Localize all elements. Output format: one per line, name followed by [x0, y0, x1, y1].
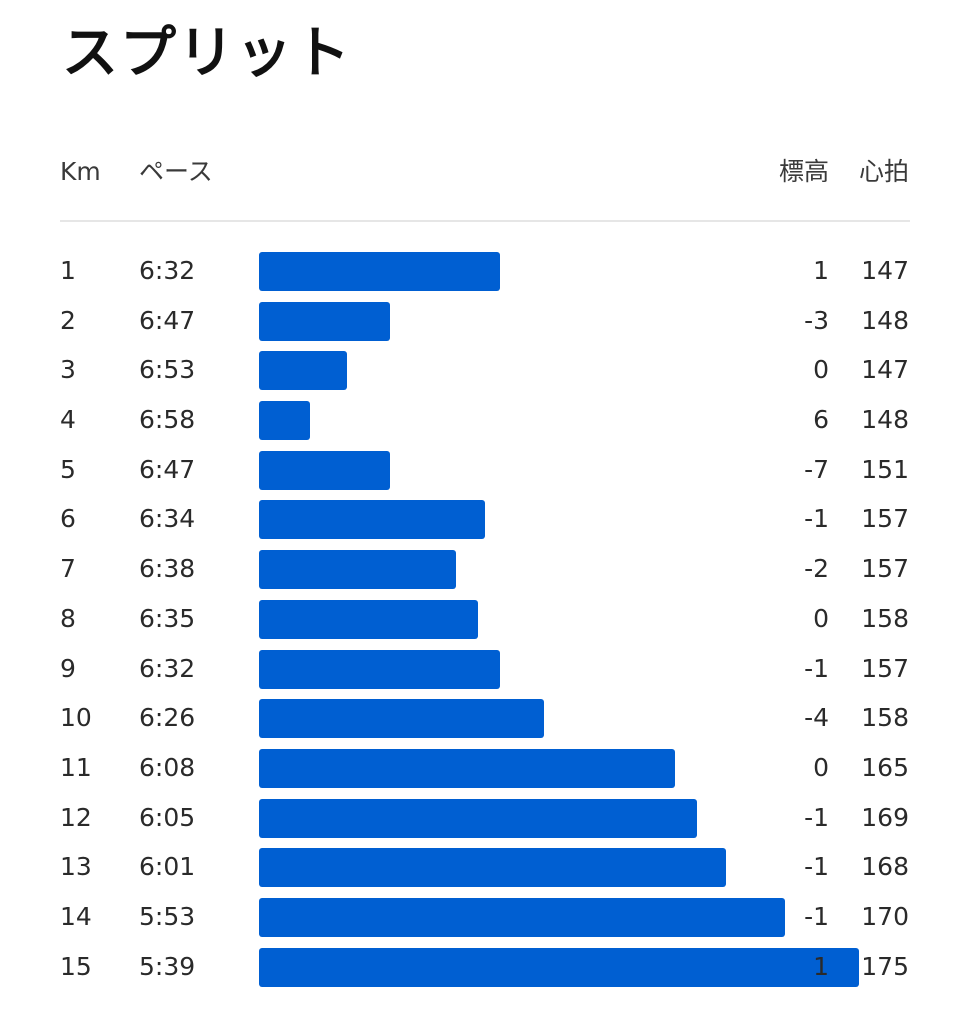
split-km: 1 — [60, 256, 76, 285]
column-header-pace: ペース — [139, 157, 213, 186]
pace-bar — [259, 897, 785, 937]
split-pace: 6:47 — [139, 305, 196, 335]
column-header-km: Km — [60, 157, 101, 186]
split-heart-rate: 151 — [861, 454, 909, 484]
pace-bar — [259, 401, 311, 441]
split-elevation: 1 — [813, 951, 829, 981]
column-header-heart-rate: 心拍 — [858, 157, 909, 186]
split-pace: 6:35 — [139, 603, 196, 633]
split-pace: 6:38 — [139, 554, 196, 584]
pace-bar — [259, 748, 676, 788]
split-heart-rate: 157 — [861, 504, 909, 534]
split-heart-rate: 175 — [861, 951, 909, 981]
split-elevation: -1 — [804, 802, 829, 832]
split-pace: 6:34 — [139, 504, 196, 534]
split-elevation: 1 — [813, 256, 829, 285]
split-km: 13 — [60, 852, 92, 882]
split-heart-rate: 147 — [861, 355, 909, 385]
split-row: 4 6:58 6 148 — [0, 396, 969, 446]
splits-table-header: Km ペース 標高 心拍 — [0, 150, 969, 194]
pace-bar — [259, 947, 859, 987]
split-heart-rate: 148 — [861, 405, 909, 435]
split-km: 15 — [60, 951, 92, 981]
split-elevation: -1 — [804, 653, 829, 683]
split-row: 12 6:05 -1 169 — [0, 794, 969, 844]
split-km: 14 — [60, 901, 92, 931]
split-elevation: 0 — [813, 603, 829, 633]
split-elevation: 0 — [813, 752, 829, 782]
split-pace: 6:01 — [139, 852, 196, 882]
split-pace: 6:53 — [139, 355, 196, 385]
split-row: 7 6:38 -2 157 — [0, 545, 969, 595]
column-header-elevation: 標高 — [778, 157, 829, 186]
header-divider — [60, 220, 910, 222]
split-row: 6 6:34 -1 157 — [0, 495, 969, 545]
split-row: 3 6:53 0 147 — [0, 346, 969, 396]
split-heart-rate: 158 — [861, 703, 909, 733]
pace-bar — [259, 550, 457, 590]
split-elevation: -2 — [804, 554, 829, 584]
split-km: 9 — [60, 653, 76, 683]
pace-bar — [259, 649, 500, 689]
split-pace: 5:53 — [139, 901, 196, 931]
split-elevation: -7 — [804, 454, 829, 484]
pace-bar — [259, 450, 391, 490]
split-heart-rate: 169 — [861, 802, 909, 832]
split-km: 3 — [60, 355, 76, 385]
split-row: 14 5:53 -1 170 — [0, 893, 969, 943]
split-km: 6 — [60, 504, 76, 534]
split-heart-rate: 158 — [861, 603, 909, 633]
split-elevation: -4 — [804, 703, 829, 733]
split-km: 4 — [60, 405, 76, 435]
split-heart-rate: 168 — [861, 852, 909, 882]
split-heart-rate: 148 — [861, 305, 909, 335]
split-heart-rate: 165 — [861, 752, 909, 782]
split-heart-rate: 147 — [861, 256, 909, 285]
split-heart-rate: 157 — [861, 653, 909, 683]
split-km: 11 — [60, 752, 92, 782]
split-pace: 6:47 — [139, 454, 196, 484]
split-heart-rate: 157 — [861, 554, 909, 584]
split-row: 11 6:08 0 165 — [0, 744, 969, 794]
split-elevation: 0 — [813, 355, 829, 385]
split-row: 8 6:35 0 158 — [0, 595, 969, 645]
pace-bar — [259, 252, 500, 291]
split-row: 10 6:26 -4 158 — [0, 694, 969, 744]
split-pace: 6:32 — [139, 256, 196, 285]
split-elevation: -1 — [804, 852, 829, 882]
split-pace: 6:08 — [139, 752, 196, 782]
split-pace: 6:58 — [139, 405, 196, 435]
split-row: 2 6:47 -3 148 — [0, 297, 969, 347]
split-km: 7 — [60, 554, 76, 584]
split-km: 12 — [60, 802, 92, 832]
split-elevation: 6 — [813, 405, 829, 435]
split-km: 10 — [60, 703, 92, 733]
splits-list: 1 6:32 1 147 2 6:47 -3 148 3 6:53 0 147 4 6:58 6 148 5 6:… — [0, 247, 969, 992]
pace-bar — [259, 599, 478, 639]
split-pace: 5:39 — [139, 951, 196, 981]
split-km: 2 — [60, 305, 76, 335]
split-row: 1 6:32 1 147 — [0, 247, 969, 297]
page-title: スプリット — [62, 21, 352, 86]
split-elevation: -3 — [804, 305, 829, 335]
pace-bar — [259, 848, 727, 888]
pace-bar — [259, 500, 486, 540]
split-row: 5 6:47 -7 151 — [0, 446, 969, 496]
split-km: 5 — [60, 454, 76, 484]
pace-bar — [259, 798, 697, 838]
split-elevation: -1 — [804, 901, 829, 931]
split-row: 9 6:32 -1 157 — [0, 645, 969, 695]
split-pace: 6:26 — [139, 703, 196, 733]
split-pace: 6:32 — [139, 653, 196, 683]
pace-bar — [259, 699, 544, 739]
split-km: 8 — [60, 603, 76, 633]
pace-bar — [259, 301, 391, 341]
split-elevation: -1 — [804, 504, 829, 534]
split-pace: 6:05 — [139, 802, 196, 832]
split-row: 15 5:39 1 175 — [0, 943, 969, 993]
split-row: 13 6:01 -1 168 — [0, 843, 969, 893]
split-heart-rate: 170 — [861, 901, 909, 931]
pace-bar — [259, 351, 347, 391]
